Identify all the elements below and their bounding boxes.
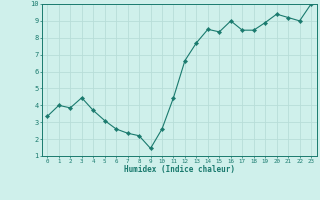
X-axis label: Humidex (Indice chaleur): Humidex (Indice chaleur) <box>124 165 235 174</box>
